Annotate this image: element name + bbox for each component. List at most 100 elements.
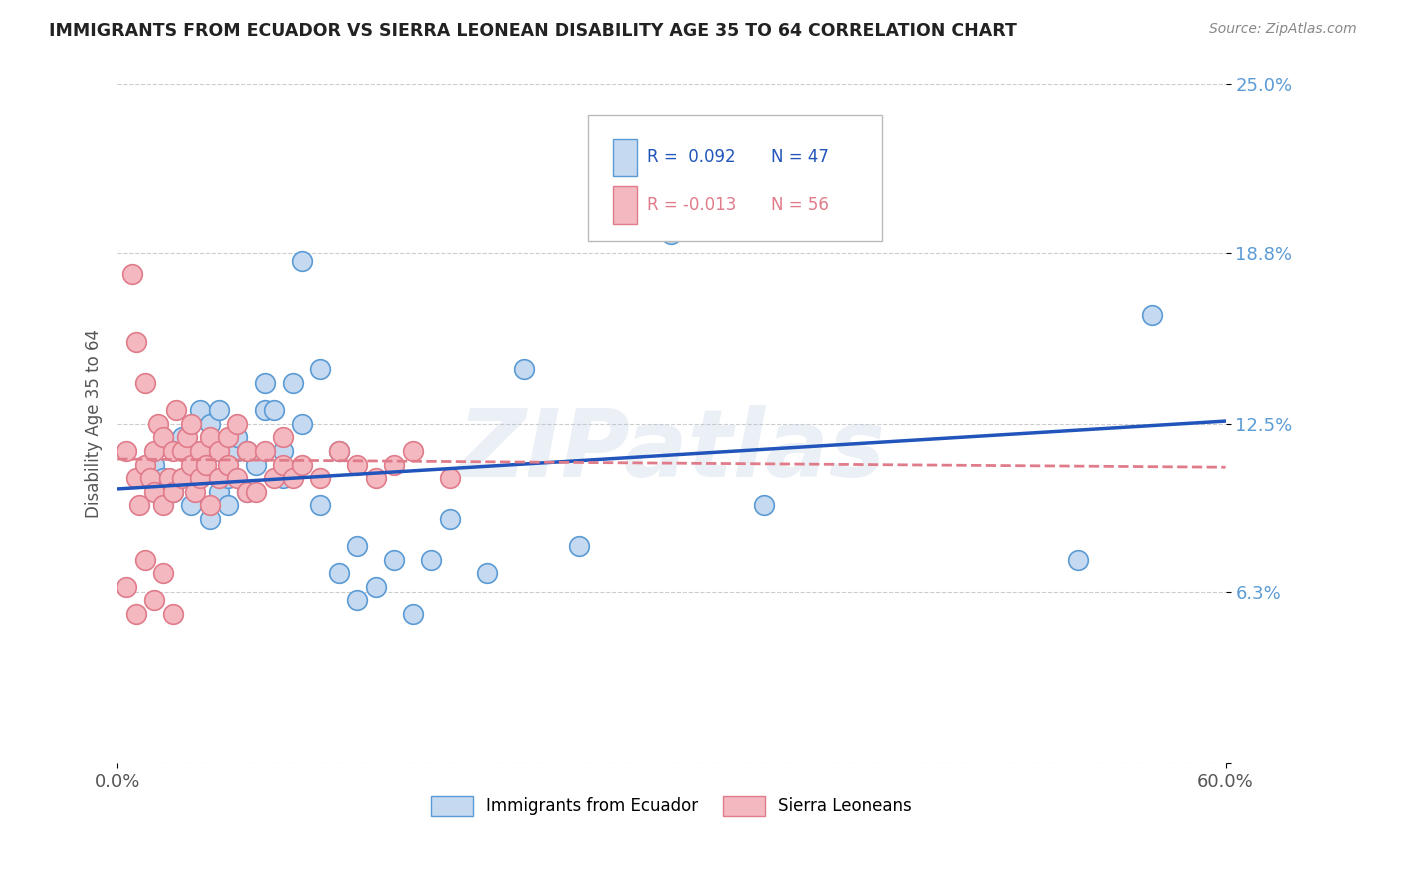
Point: [146, 417, 169, 431]
Point: [152, 566, 174, 580]
Point: [152, 430, 174, 444]
Text: R =  0.092: R = 0.092: [647, 148, 735, 166]
Point: [115, 444, 138, 458]
Point: [328, 566, 350, 580]
Point: [661, 227, 683, 241]
Point: [291, 253, 314, 268]
Point: [291, 458, 314, 472]
Point: [402, 607, 425, 621]
Point: [176, 430, 198, 444]
Point: [198, 498, 221, 512]
Point: [162, 484, 184, 499]
Point: [309, 471, 332, 485]
Point: [134, 376, 156, 390]
Point: [180, 498, 202, 512]
Point: [382, 552, 405, 566]
Point: [157, 471, 180, 485]
Text: IMMIGRANTS FROM ECUADOR VS SIERRA LEONEAN DISABILITY AGE 35 TO 64 CORRELATION CH: IMMIGRANTS FROM ECUADOR VS SIERRA LEONEA…: [49, 22, 1017, 40]
Point: [512, 362, 534, 376]
Point: [208, 444, 231, 458]
Point: [245, 458, 267, 472]
Point: [273, 471, 295, 485]
Point: [198, 512, 221, 526]
Legend: Immigrants from Ecuador, Sierra Leoneans: Immigrants from Ecuador, Sierra Leoneans: [425, 789, 918, 822]
Point: [309, 498, 332, 512]
Point: [143, 593, 166, 607]
Point: [134, 458, 156, 472]
Point: [162, 607, 184, 621]
Point: [253, 376, 276, 390]
Text: R = -0.013: R = -0.013: [647, 195, 737, 213]
Point: [188, 444, 211, 458]
Point: [162, 444, 184, 458]
Point: [568, 539, 591, 553]
Point: [208, 471, 231, 485]
Point: [134, 552, 156, 566]
Point: [139, 471, 162, 485]
Point: [208, 403, 231, 417]
Text: N = 47: N = 47: [770, 148, 830, 166]
Point: [263, 403, 285, 417]
Point: [194, 458, 217, 472]
Point: [281, 471, 304, 485]
Point: [208, 444, 231, 458]
Point: [217, 471, 239, 485]
Point: [281, 376, 304, 390]
Point: [273, 458, 295, 472]
FancyBboxPatch shape: [613, 186, 637, 224]
Point: [188, 403, 211, 417]
Point: [253, 444, 276, 458]
Point: [328, 444, 350, 458]
Point: [226, 430, 249, 444]
Point: [124, 471, 146, 485]
Point: [170, 444, 193, 458]
Point: [124, 335, 146, 350]
Point: [188, 471, 211, 485]
Point: [1140, 308, 1163, 322]
Point: [217, 430, 239, 444]
Point: [328, 444, 350, 458]
Text: N = 56: N = 56: [770, 195, 830, 213]
Point: [475, 566, 498, 580]
Point: [623, 145, 645, 160]
Point: [235, 484, 257, 499]
Point: [439, 512, 461, 526]
Point: [152, 498, 174, 512]
Point: [143, 444, 166, 458]
Point: [263, 471, 285, 485]
FancyBboxPatch shape: [613, 139, 637, 176]
Point: [382, 458, 405, 472]
Point: [402, 444, 425, 458]
Point: [245, 484, 267, 499]
Point: [180, 444, 202, 458]
Point: [188, 458, 211, 472]
Point: [217, 458, 239, 472]
Point: [124, 607, 146, 621]
Point: [170, 430, 193, 444]
Point: [184, 484, 207, 499]
Point: [364, 471, 387, 485]
Point: [180, 458, 202, 472]
FancyBboxPatch shape: [588, 115, 882, 241]
Point: [235, 444, 257, 458]
Point: [162, 484, 184, 499]
Point: [420, 552, 443, 566]
Point: [217, 498, 239, 512]
Text: ZIPatlas: ZIPatlas: [457, 405, 886, 497]
Point: [291, 417, 314, 431]
Point: [180, 417, 202, 431]
Point: [346, 458, 368, 472]
Point: [143, 484, 166, 499]
Point: [439, 471, 461, 485]
Point: [235, 444, 257, 458]
Point: [165, 403, 187, 417]
Point: [226, 417, 249, 431]
Point: [253, 403, 276, 417]
Point: [226, 471, 249, 485]
Text: Source: ZipAtlas.com: Source: ZipAtlas.com: [1209, 22, 1357, 37]
Point: [198, 430, 221, 444]
Point: [273, 430, 295, 444]
Point: [273, 444, 295, 458]
Point: [1067, 552, 1090, 566]
Point: [346, 593, 368, 607]
